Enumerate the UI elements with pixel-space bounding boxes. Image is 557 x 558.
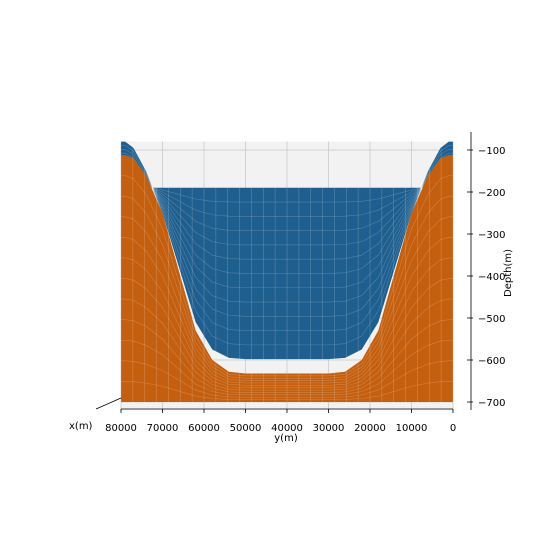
blue-surface-mesh-curve [121, 145, 453, 346]
blue-surface-mesh-curve [121, 160, 453, 289]
tick-labels: 80000 70000 60000 50000 40000 30000 20000 10000… [105, 146, 505, 434]
blue-surface-mesh-curve [121, 168, 453, 260]
orange-surface-mesh-curve [121, 216, 453, 381]
orange-surface-mesh-curve [121, 339, 453, 396]
y-tick-label: 80000 [105, 423, 137, 434]
orange-surface-mesh-curve [121, 237, 453, 384]
orange-surface-body [121, 155, 453, 402]
y-tick-label: 20000 [354, 423, 386, 434]
y-tick-label: 50000 [230, 423, 262, 434]
orange-surface-mesh-curve [121, 381, 453, 400]
x-axis-label: x(m) [69, 421, 93, 432]
orange-surface-mesh-curve [121, 195, 453, 379]
z-tick-label: −600 [478, 356, 505, 367]
blue-surface-mesh-curve [121, 183, 453, 203]
orange-surface-series [120, 155, 454, 402]
y-tick-label: 70000 [147, 423, 179, 434]
z-tick-label: −300 [478, 230, 505, 241]
orange-surface-mesh-curve [121, 360, 453, 398]
z-tick-label: −500 [478, 314, 505, 325]
y-axis-label: y(m) [274, 433, 298, 444]
x-axis-line [95, 397, 122, 410]
blue-surface-mesh-curve [121, 179, 453, 217]
y-tick-label: 60000 [188, 423, 220, 434]
y-tick-label: 40000 [271, 423, 303, 434]
blue-surface-mesh-curve [121, 149, 453, 331]
y-tick-label: 10000 [396, 423, 428, 434]
z-tick-label: −200 [478, 188, 505, 199]
blue-surface-mesh-curve [121, 164, 453, 274]
orange-surface-mesh-curve [121, 257, 453, 386]
orange-surface-mesh-curve [121, 278, 453, 389]
y-tick-label: 0 [450, 423, 456, 434]
z-axis-label: Depth(m) [503, 249, 514, 297]
orange-surface-mesh-curve [121, 319, 453, 393]
orange-surface-mesh-curve [121, 175, 453, 377]
y-tick-label: 30000 [313, 423, 345, 434]
blue-surface-series [120, 141, 454, 360]
blue-surface-mesh-curve [121, 152, 453, 317]
z-tick-label: −700 [478, 398, 505, 409]
blue-surface-mesh-curve [121, 175, 453, 231]
blue-surface-mesh-curve [121, 172, 453, 246]
z-tick-label: −100 [478, 146, 505, 157]
orange-surface-mesh-curve [121, 298, 453, 391]
z-tick-label: −400 [478, 272, 505, 283]
blue-surface-mesh-curve [121, 156, 453, 303]
blue-surface-body [121, 141, 453, 360]
